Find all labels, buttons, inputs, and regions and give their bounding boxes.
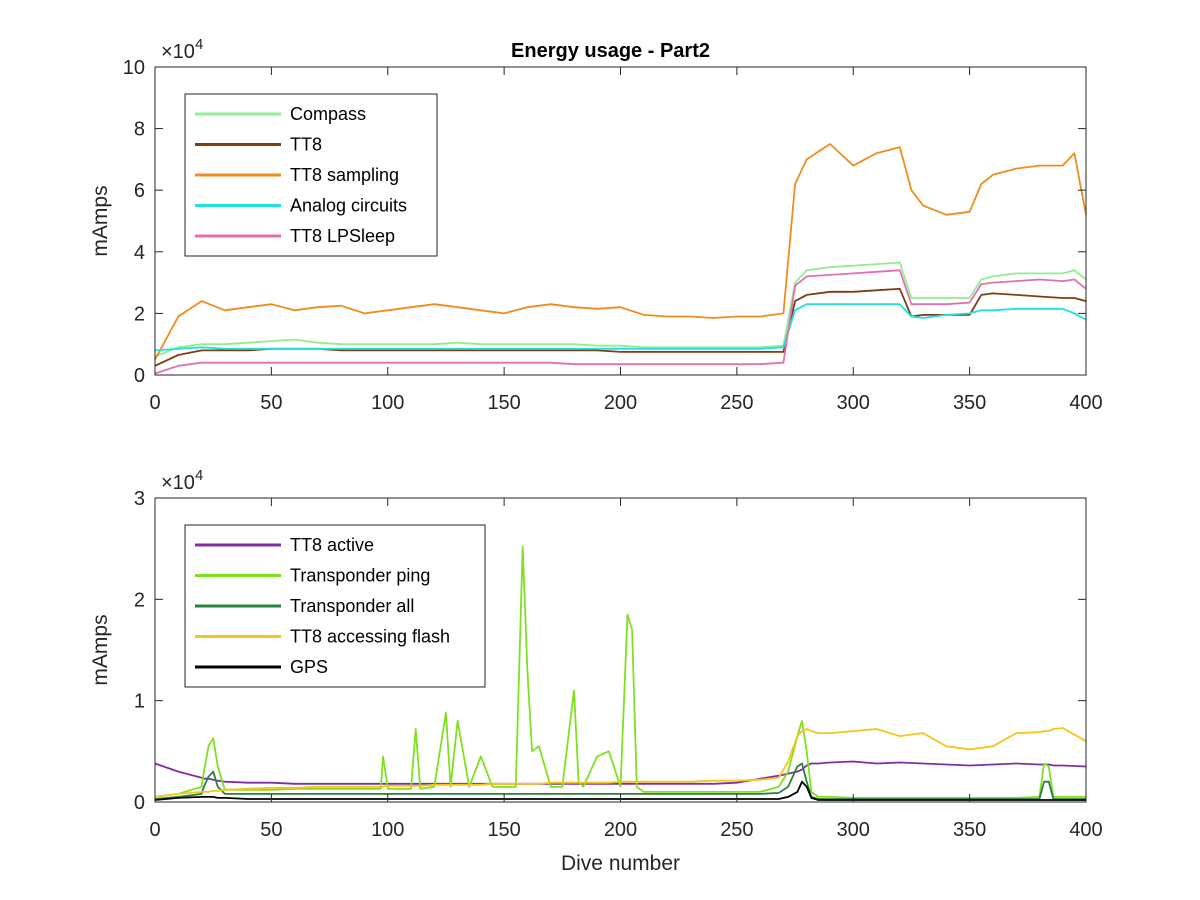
x-tick-label: 200 <box>604 392 637 414</box>
x-tick-label: 100 <box>371 819 404 841</box>
x-tick-label: 350 <box>953 819 986 841</box>
y-tick-label: 10 <box>123 57 145 79</box>
y-axis-label: mAmps <box>89 185 112 256</box>
series-line-tt8-lpsleep <box>154 269 1087 375</box>
y-exponent-label: ×104 <box>161 467 203 494</box>
legend: TT8 active Transponder ping Transponder al… <box>184 524 486 688</box>
legend-entry: Compass <box>290 104 366 124</box>
bottom-chart: 0 50 100 150 200 250 300 350 400 0 1 2 3 ×104 mAmps Div… <box>89 467 1103 875</box>
x-tick-label: 400 <box>1069 819 1102 841</box>
x-tick-label: 250 <box>720 819 753 841</box>
series-line-compass <box>154 261 1087 358</box>
legend-entry: GPS <box>290 657 328 677</box>
x-tick-label: 50 <box>260 392 282 414</box>
x-tick-label: 150 <box>487 819 520 841</box>
x-tick-label: 0 <box>149 819 160 841</box>
legend-entry: TT8 <box>290 135 322 155</box>
legend-entry: Analog circuits <box>290 196 407 216</box>
legend-entry: TT8 LPSleep <box>290 226 395 246</box>
chart-title: Energy usage - Part2 <box>511 40 710 62</box>
y-tick-label: 3 <box>134 488 145 510</box>
x-tick-label: 250 <box>720 392 753 414</box>
x-tick-label: 200 <box>604 819 637 841</box>
y-tick-label: 2 <box>134 589 145 611</box>
x-axis-label: Dive number <box>561 852 680 875</box>
top-chart: 0 50 100 150 200 250 300 350 4000246810×104mAmps… <box>89 36 1103 414</box>
legend-entry: Transponder ping <box>290 566 430 586</box>
series-line-transponder-ping <box>154 545 1086 799</box>
x-tick-label: 100 <box>371 392 404 414</box>
series-line-tt8-active <box>154 760 1087 785</box>
series-line-tt8 <box>154 287 1087 367</box>
y-tick-label: 6 <box>134 180 145 202</box>
legend-entry: TT8 active <box>290 535 374 555</box>
series-line-gps <box>154 780 1086 801</box>
x-tick-label: 300 <box>837 819 870 841</box>
legend: Compass TT8 TT8 sampling Analog circuits TT8… <box>184 93 438 257</box>
y-tick-label: 2 <box>134 303 145 325</box>
y-tick-label: 0 <box>134 792 145 814</box>
x-tick-label: 0 <box>149 392 160 414</box>
y-tick-label: 4 <box>134 242 145 264</box>
legend-entry: TT8 sampling <box>290 165 399 185</box>
x-tick-label: 50 <box>260 819 282 841</box>
series-line-tt8-sampling <box>154 143 1087 361</box>
x-tick-label: 150 <box>487 392 520 414</box>
x-tick-label: 350 <box>953 392 986 414</box>
y-exponent-base: ×10 <box>161 472 195 494</box>
y-tick-label: 1 <box>134 691 145 713</box>
y-tick-label: 8 <box>134 119 145 141</box>
x-tick-label: 400 <box>1069 392 1102 414</box>
series-lines <box>154 143 1087 375</box>
y-axis-label: mAmps <box>89 614 112 685</box>
y-exponent-power: 4 <box>195 36 203 53</box>
y-exponent-power: 4 <box>195 467 203 484</box>
y-exponent-base: ×10 <box>161 41 195 63</box>
x-tick-label: 300 <box>837 392 870 414</box>
legend-entry: TT8 accessing flash <box>290 627 450 647</box>
series-line-tt8-accessing-flash <box>154 727 1087 798</box>
series-line-transponder-all <box>154 762 1086 800</box>
series-lines <box>154 545 1087 801</box>
y-exponent-label: ×104 <box>161 36 203 63</box>
series-line-analog-circuits <box>154 303 1087 352</box>
y-tick-label: 0 <box>134 365 145 387</box>
legend-entry: Transponder all <box>290 596 414 616</box>
